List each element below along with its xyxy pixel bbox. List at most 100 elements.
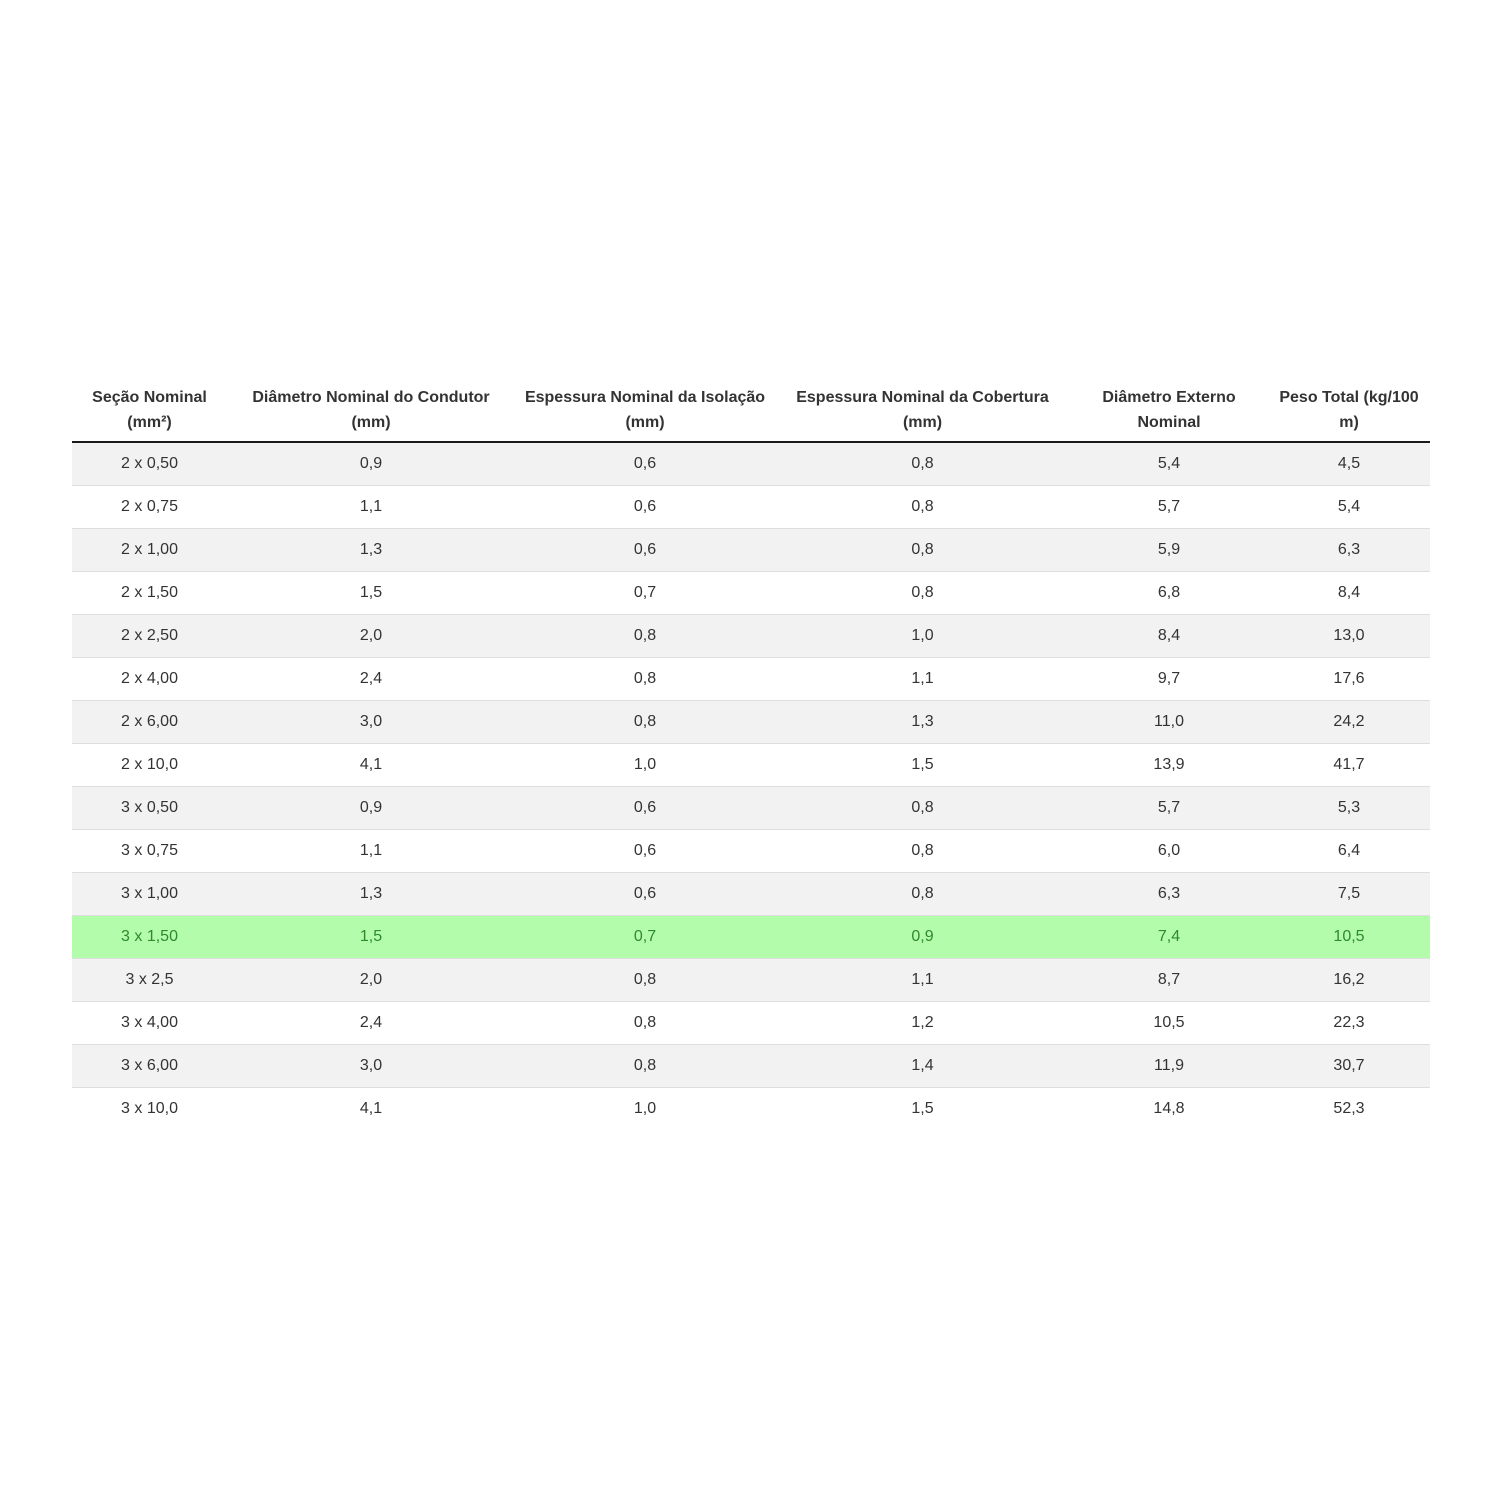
cell-espessura-isolacao: 0,6 [515,872,775,916]
cell-diametro-externo: 5,7 [1070,485,1268,529]
cell-peso-total: 22,3 [1268,1001,1430,1045]
cell-diametro-condutor: 3,0 [227,700,515,744]
table-row: 3 x 4,00 2,4 0,8 1,2 10,5 22,3 [72,1001,1430,1045]
cell-peso-total: 4,5 [1268,442,1430,486]
cell-diametro-externo: 6,0 [1070,829,1268,873]
table-row: 2 x 2,50 2,0 0,8 1,0 8,4 13,0 [72,614,1430,658]
table-row: 2 x 1,50 1,5 0,7 0,8 6,8 8,4 [72,571,1430,615]
cell-espessura-cobertura: 0,8 [775,829,1070,873]
cell-espessura-isolacao: 0,8 [515,657,775,701]
cell-diametro-condutor: 2,0 [227,614,515,658]
cell-secao-nominal: 2 x 2,50 [72,614,227,658]
cell-diametro-condutor: 1,5 [227,915,515,959]
cell-diametro-condutor: 1,1 [227,485,515,529]
cell-diametro-externo: 11,9 [1070,1044,1268,1088]
cell-espessura-cobertura: 1,3 [775,700,1070,744]
cell-secao-nominal: 2 x 1,00 [72,528,227,572]
cell-espessura-isolacao: 0,7 [515,915,775,959]
cell-espessura-cobertura: 0,8 [775,872,1070,916]
cell-diametro-condutor: 3,0 [227,1044,515,1088]
cell-diametro-externo: 6,3 [1070,872,1268,916]
cell-secao-nominal: 3 x 0,75 [72,829,227,873]
cell-secao-nominal: 2 x 1,50 [72,571,227,615]
header-row: Seção Nominal (mm²) Diâmetro Nominal do … [72,381,1430,443]
table-row: 2 x 1,00 1,3 0,6 0,8 5,9 6,3 [72,528,1430,572]
cell-secao-nominal: 3 x 0,50 [72,786,227,830]
cell-espessura-cobertura: 1,1 [775,958,1070,1002]
cell-peso-total: 7,5 [1268,872,1430,916]
cell-espessura-cobertura: 0,8 [775,442,1070,486]
cell-espessura-cobertura: 1,5 [775,1087,1070,1130]
cell-diametro-externo: 5,7 [1070,786,1268,830]
cable-spec-table: Seção Nominal (mm²) Diâmetro Nominal do … [72,381,1430,1130]
cell-diametro-condutor: 1,3 [227,528,515,572]
cell-diametro-condutor: 1,1 [227,829,515,873]
cell-diametro-externo: 13,9 [1070,743,1268,787]
table-row: 2 x 6,00 3,0 0,8 1,3 11,0 24,2 [72,700,1430,744]
cell-diametro-condutor: 0,9 [227,786,515,830]
cell-peso-total: 5,4 [1268,485,1430,529]
cell-secao-nominal: 3 x 2,5 [72,958,227,1002]
cell-espessura-isolacao: 0,8 [515,700,775,744]
cell-diametro-externo: 10,5 [1070,1001,1268,1045]
cell-diametro-externo: 11,0 [1070,700,1268,744]
cell-diametro-condutor: 2,4 [227,1001,515,1045]
cell-peso-total: 13,0 [1268,614,1430,658]
cell-secao-nominal: 3 x 1,00 [72,872,227,916]
cell-secao-nominal: 2 x 10,0 [72,743,227,787]
cell-peso-total: 6,3 [1268,528,1430,572]
cell-peso-total: 8,4 [1268,571,1430,615]
cell-diametro-condutor: 4,1 [227,1087,515,1130]
cell-diametro-externo: 8,7 [1070,958,1268,1002]
cell-espessura-isolacao: 0,8 [515,1001,775,1045]
cell-peso-total: 24,2 [1268,700,1430,744]
cell-peso-total: 30,7 [1268,1044,1430,1088]
cell-espessura-isolacao: 0,6 [515,485,775,529]
cell-espessura-isolacao: 0,6 [515,442,775,486]
cell-espessura-cobertura: 1,4 [775,1044,1070,1088]
cell-peso-total: 5,3 [1268,786,1430,830]
cell-peso-total: 17,6 [1268,657,1430,701]
cell-espessura-isolacao: 0,6 [515,786,775,830]
table-row: 3 x 6,00 3,0 0,8 1,4 11,9 30,7 [72,1044,1430,1088]
cell-espessura-cobertura: 1,2 [775,1001,1070,1045]
cell-peso-total: 10,5 [1268,915,1430,959]
cell-secao-nominal: 2 x 4,00 [72,657,227,701]
cell-secao-nominal: 2 x 0,50 [72,442,227,486]
cell-espessura-cobertura: 0,8 [775,528,1070,572]
cell-diametro-externo: 14,8 [1070,1087,1268,1130]
cell-diametro-condutor: 0,9 [227,442,515,486]
cell-espessura-cobertura: 1,0 [775,614,1070,658]
table-row: 3 x 2,5 2,0 0,8 1,1 8,7 16,2 [72,958,1430,1002]
cell-secao-nominal: 3 x 4,00 [72,1001,227,1045]
cell-espessura-cobertura: 1,5 [775,743,1070,787]
cell-espessura-cobertura: 1,1 [775,657,1070,701]
header-espessura-cobertura: Espessura Nominal da Cobertura (mm) [775,381,1070,443]
cell-espessura-isolacao: 0,8 [515,1044,775,1088]
table-row: 3 x 10,0 4,1 1,0 1,5 14,8 52,3 [72,1087,1430,1130]
cell-diametro-externo: 5,9 [1070,528,1268,572]
table-body: 2 x 0,50 0,9 0,6 0,8 5,4 4,5 2 x 0,75 1,1 0,6 0,8… [72,442,1430,1130]
cell-secao-nominal: 3 x 1,50 [72,915,227,959]
table-row: 3 x 1,00 1,3 0,6 0,8 6,3 7,5 [72,872,1430,916]
table-header: Seção Nominal (mm²) Diâmetro Nominal do … [72,381,1430,443]
cell-secao-nominal: 3 x 6,00 [72,1044,227,1088]
cell-espessura-isolacao: 0,6 [515,528,775,572]
table-row: 2 x 10,0 4,1 1,0 1,5 13,9 41,7 [72,743,1430,787]
header-espessura-isolacao: Espessura Nominal da Isolação (mm) [515,381,775,443]
cell-diametro-externo: 8,4 [1070,614,1268,658]
cell-espessura-cobertura: 0,8 [775,786,1070,830]
header-peso-total: Peso Total (kg/100 m) [1268,381,1430,443]
table-row: 3 x 0,50 0,9 0,6 0,8 5,7 5,3 [72,786,1430,830]
header-diametro-condutor: Diâmetro Nominal do Condutor (mm) [227,381,515,443]
cell-espessura-cobertura: 0,8 [775,571,1070,615]
header-diametro-externo: Diâmetro Externo Nominal [1070,381,1268,443]
cell-peso-total: 41,7 [1268,743,1430,787]
cell-espessura-cobertura: 0,9 [775,915,1070,959]
table-row: 2 x 4,00 2,4 0,8 1,1 9,7 17,6 [72,657,1430,701]
header-secao-nominal: Seção Nominal (mm²) [72,381,227,443]
table-row: 3 x 0,75 1,1 0,6 0,8 6,0 6,4 [72,829,1430,873]
cell-espessura-isolacao: 0,6 [515,829,775,873]
cell-peso-total: 16,2 [1268,958,1430,1002]
cell-diametro-externo: 6,8 [1070,571,1268,615]
